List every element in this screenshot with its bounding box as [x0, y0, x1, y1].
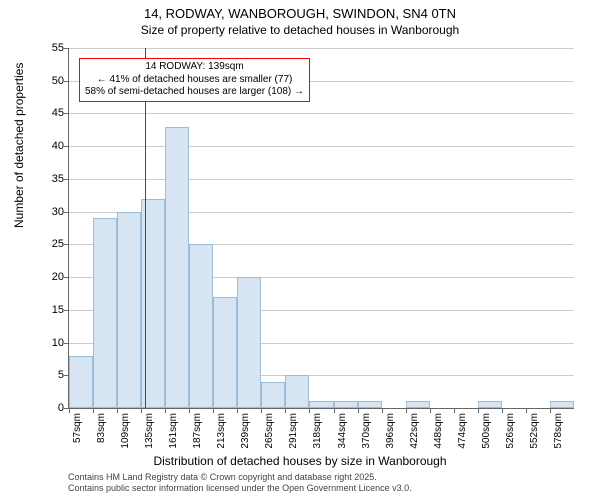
xtick-mark	[382, 408, 383, 413]
ytick-mark	[64, 212, 69, 213]
chart-title: 14, RODWAY, WANBOROUGH, SWINDON, SN4 0TN…	[0, 0, 600, 38]
y-axis-label: Number of detached properties	[12, 63, 26, 228]
ytick-label: 40	[34, 140, 64, 152]
chart-container: 14, RODWAY, WANBOROUGH, SWINDON, SN4 0TN…	[0, 0, 600, 500]
xtick-mark	[93, 408, 94, 413]
xtick-label: 135sqm	[144, 413, 155, 449]
histogram-bar	[478, 401, 502, 408]
ytick-label: 35	[34, 173, 64, 185]
xtick-label: 291sqm	[288, 413, 299, 449]
ytick-label: 25	[34, 238, 64, 250]
xtick-mark	[237, 408, 238, 413]
histogram-bar	[550, 401, 574, 408]
ytick-mark	[64, 146, 69, 147]
xtick-mark	[261, 408, 262, 413]
xtick-label: 57sqm	[72, 413, 83, 443]
ytick-label: 0	[34, 402, 64, 414]
xtick-label: 239sqm	[240, 413, 251, 449]
xtick-label: 526sqm	[505, 413, 516, 449]
histogram-bar	[285, 375, 309, 408]
histogram-bar	[358, 401, 382, 408]
ytick-mark	[64, 244, 69, 245]
ytick-label: 10	[34, 337, 64, 349]
xtick-label: 552sqm	[529, 413, 540, 449]
xtick-label: 422sqm	[409, 413, 420, 449]
histogram-bar	[309, 401, 333, 408]
xtick-label: 448sqm	[433, 413, 444, 449]
histogram-bar	[334, 401, 358, 408]
xtick-mark	[406, 408, 407, 413]
xtick-label: 83sqm	[96, 413, 107, 443]
property-marker-line	[145, 48, 147, 408]
ytick-mark	[64, 81, 69, 82]
ytick-mark	[64, 277, 69, 278]
xtick-mark	[550, 408, 551, 413]
xtick-mark	[309, 408, 310, 413]
ytick-label: 30	[34, 206, 64, 218]
xtick-label: 578sqm	[553, 413, 564, 449]
histogram-bar	[117, 212, 141, 408]
ytick-mark	[64, 48, 69, 49]
ytick-label: 50	[34, 75, 64, 87]
ytick-mark	[64, 343, 69, 344]
xtick-label: 344sqm	[337, 413, 348, 449]
annotation-line: ← 41% of detached houses are smaller (77…	[85, 74, 304, 87]
xtick-mark	[213, 408, 214, 413]
credit-line-2: Contains public sector information licen…	[68, 483, 412, 494]
xtick-label: 265sqm	[264, 413, 275, 449]
histogram-bar	[165, 127, 189, 408]
plot: 051015202530354045505557sqm83sqm109sqm13…	[68, 48, 574, 409]
histogram-bar	[261, 382, 285, 408]
xtick-mark	[526, 408, 527, 413]
xtick-mark	[117, 408, 118, 413]
xtick-label: 213sqm	[216, 413, 227, 449]
xtick-label: 318sqm	[312, 413, 323, 449]
xtick-mark	[165, 408, 166, 413]
xtick-mark	[454, 408, 455, 413]
xtick-mark	[334, 408, 335, 413]
annotation-line: 58% of semi-detached houses are larger (…	[85, 86, 304, 99]
xtick-label: 500sqm	[481, 413, 492, 449]
plot-area: 051015202530354045505557sqm83sqm109sqm13…	[68, 48, 573, 408]
xtick-mark	[141, 408, 142, 413]
ytick-label: 15	[34, 304, 64, 316]
annotation-box: 14 RODWAY: 139sqm← 41% of detached house…	[79, 58, 310, 102]
xtick-mark	[189, 408, 190, 413]
x-axis-label: Distribution of detached houses by size …	[0, 454, 600, 468]
ytick-label: 55	[34, 42, 64, 54]
xtick-mark	[478, 408, 479, 413]
xtick-mark	[285, 408, 286, 413]
xtick-label: 474sqm	[457, 413, 468, 449]
xtick-label: 109sqm	[120, 413, 131, 449]
histogram-bar	[69, 356, 93, 408]
xtick-label: 187sqm	[192, 413, 203, 449]
histogram-bar	[237, 277, 261, 408]
xtick-mark	[502, 408, 503, 413]
ytick-label: 5	[34, 369, 64, 381]
xtick-mark	[69, 408, 70, 413]
histogram-bar	[93, 218, 117, 408]
xtick-mark	[430, 408, 431, 413]
ytick-mark	[64, 179, 69, 180]
xtick-label: 161sqm	[168, 413, 179, 449]
xtick-label: 370sqm	[361, 413, 372, 449]
xtick-label: 396sqm	[385, 413, 396, 449]
histogram-bar	[189, 244, 213, 408]
ytick-mark	[64, 113, 69, 114]
xtick-mark	[358, 408, 359, 413]
ytick-mark	[64, 310, 69, 311]
annotation-line: 14 RODWAY: 139sqm	[85, 61, 304, 74]
title-line-2: Size of property relative to detached ho…	[0, 23, 600, 39]
credits: Contains HM Land Registry data © Crown c…	[68, 472, 412, 495]
credit-line-1: Contains HM Land Registry data © Crown c…	[68, 472, 412, 483]
histogram-bar	[213, 297, 237, 408]
ytick-label: 20	[34, 271, 64, 283]
title-line-1: 14, RODWAY, WANBOROUGH, SWINDON, SN4 0TN	[0, 6, 600, 23]
ytick-label: 45	[34, 107, 64, 119]
histogram-bar	[406, 401, 430, 408]
